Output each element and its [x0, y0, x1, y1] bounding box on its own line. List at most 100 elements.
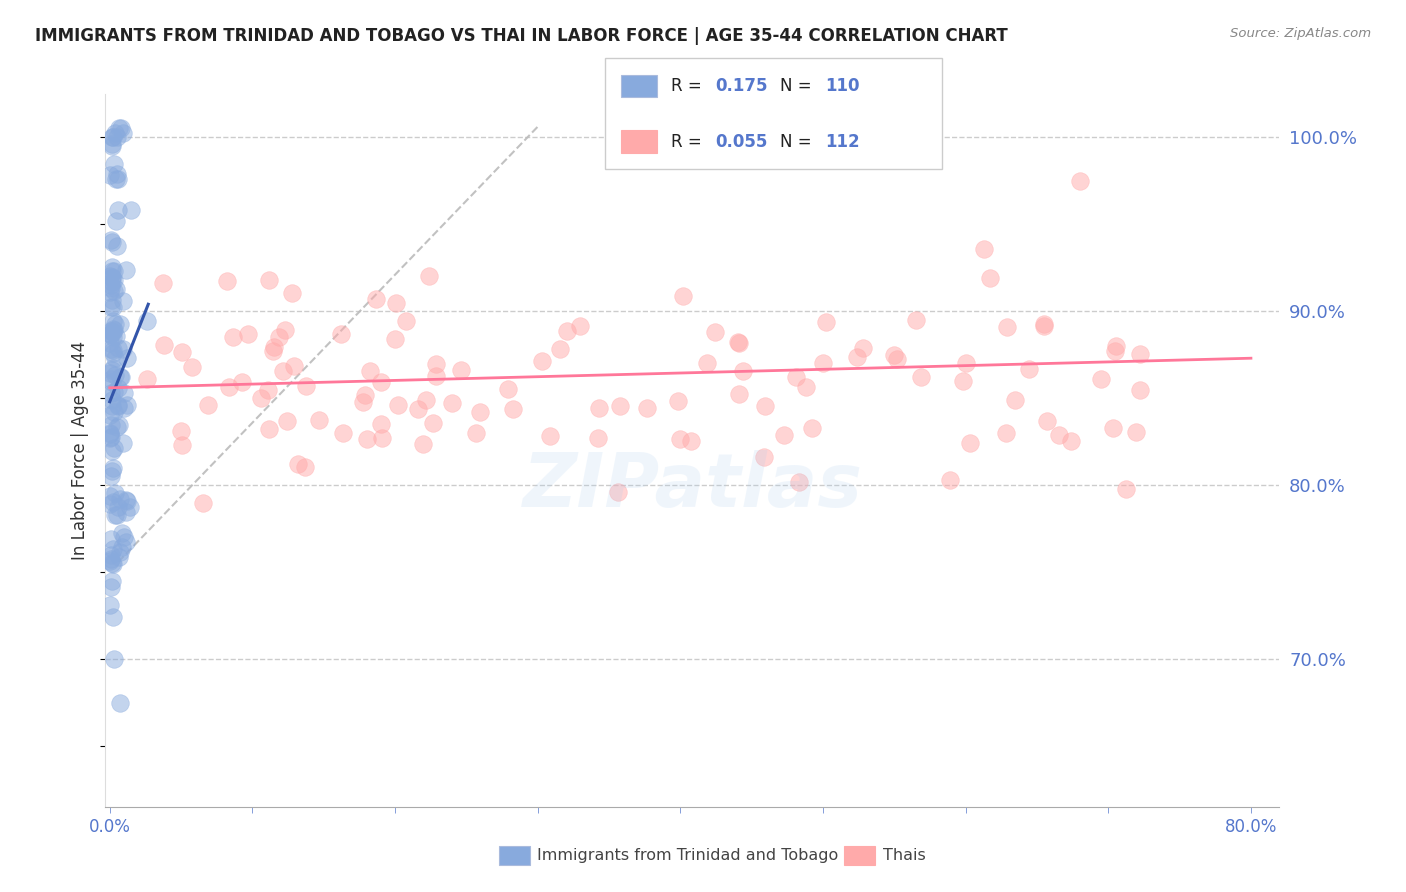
Point: [100, 574, 122, 588]
Point: [103, 385, 125, 400]
Point: [387, 398, 409, 412]
Point: [752, 450, 775, 464]
Point: [104, 486, 127, 500]
Point: [415, 392, 437, 407]
Point: [754, 400, 776, 414]
Point: [111, 294, 134, 309]
Point: [103, 442, 125, 456]
Point: [384, 332, 406, 346]
Point: [101, 610, 124, 624]
Text: Thais: Thais: [883, 848, 925, 863]
Point: [103, 264, 125, 278]
Point: [267, 330, 290, 344]
Point: [1033, 317, 1056, 331]
Point: [1105, 339, 1128, 353]
Point: [112, 401, 135, 415]
Point: [815, 315, 838, 329]
Point: [271, 364, 294, 378]
Point: [115, 534, 138, 549]
Point: [101, 376, 124, 390]
Point: [955, 356, 977, 370]
Point: [101, 138, 124, 153]
Point: [112, 386, 135, 401]
Point: [110, 370, 132, 384]
Point: [330, 326, 353, 341]
Point: [110, 545, 132, 559]
Point: [101, 345, 124, 359]
Point: [107, 398, 129, 412]
Point: [973, 242, 995, 256]
Point: [100, 548, 122, 562]
Point: [197, 398, 219, 412]
Point: [281, 285, 304, 300]
Point: [995, 320, 1018, 334]
Point: [787, 475, 810, 489]
Text: N =: N =: [780, 77, 817, 95]
Point: [100, 532, 122, 546]
Point: [794, 380, 817, 394]
Point: [100, 326, 122, 341]
Point: [586, 431, 609, 445]
Point: [100, 260, 122, 274]
Point: [422, 417, 444, 431]
Point: [104, 127, 127, 141]
Point: [101, 460, 124, 475]
Point: [105, 167, 128, 181]
Point: [101, 322, 124, 336]
Point: [101, 314, 124, 328]
Point: [103, 284, 125, 298]
Point: [607, 485, 630, 500]
Point: [98, 598, 121, 612]
Point: [110, 121, 132, 136]
Point: [103, 273, 125, 287]
Point: [108, 369, 131, 384]
Point: [364, 293, 387, 307]
Point: [193, 496, 215, 510]
Point: [418, 269, 440, 284]
Point: [450, 363, 472, 377]
Point: [118, 500, 141, 515]
Point: [100, 264, 122, 278]
Point: [104, 282, 127, 296]
Point: [886, 352, 908, 367]
Point: [114, 492, 136, 507]
Point: [295, 379, 318, 393]
Point: [905, 313, 928, 327]
Point: [104, 213, 127, 227]
Point: [1125, 425, 1147, 439]
Point: [114, 263, 136, 277]
Point: [98, 169, 121, 183]
Point: [107, 399, 129, 413]
Point: [425, 369, 447, 384]
Point: [1104, 344, 1126, 359]
Point: [352, 395, 374, 409]
Point: [370, 375, 392, 389]
Point: [104, 508, 127, 522]
Point: [728, 387, 751, 401]
Point: [100, 233, 122, 247]
Point: [101, 464, 124, 478]
Point: [101, 443, 124, 458]
Point: [679, 434, 702, 448]
Point: [101, 136, 124, 151]
Point: [104, 368, 127, 383]
Point: [1129, 384, 1152, 398]
Point: [910, 370, 932, 384]
Point: [101, 325, 124, 339]
Point: [100, 552, 122, 566]
Point: [100, 418, 122, 433]
Point: [120, 203, 142, 218]
Point: [101, 130, 124, 145]
Point: [170, 344, 193, 359]
Point: [100, 580, 122, 594]
Point: [100, 372, 122, 386]
Point: [103, 157, 125, 171]
Point: [100, 285, 122, 299]
Point: [731, 364, 754, 378]
Point: [696, 356, 718, 370]
Point: [101, 275, 124, 289]
Text: R =: R =: [671, 77, 707, 95]
Point: [98, 366, 121, 380]
Point: [939, 473, 962, 487]
Point: [236, 327, 259, 342]
